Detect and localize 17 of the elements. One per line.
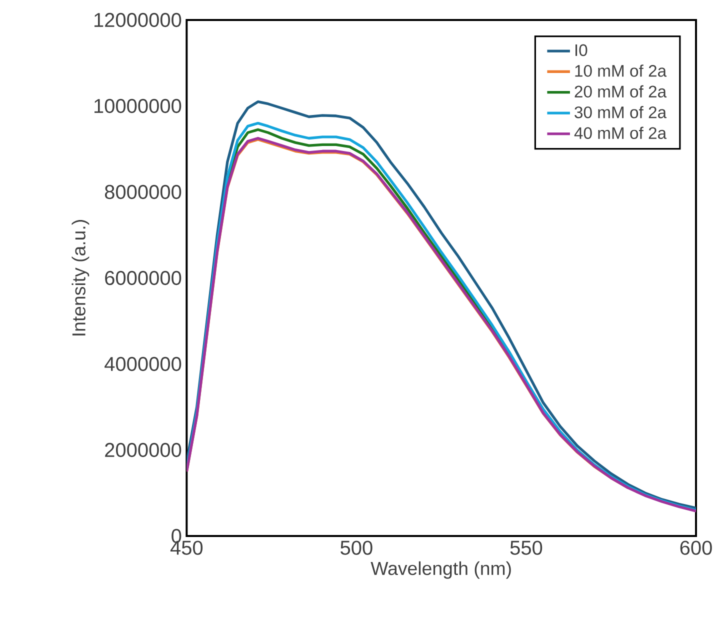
y-axis-title: Intensity (a.u.) [72, 220, 90, 336]
x-tick-label: 600 [680, 540, 712, 555]
legend-label: 40 mM of 2a [574, 126, 667, 139]
x-tick-label: 500 [340, 540, 372, 555]
legend-label: 20 mM of 2a [574, 85, 667, 98]
y-tick-label: 6000000 [105, 270, 182, 286]
x-axis-title: Wavelength (nm) [370, 561, 511, 579]
y-tick-label: 10000000 [94, 98, 182, 114]
x-tick-label: 550 [510, 540, 542, 555]
legend-label: I0 [576, 44, 588, 56]
legend-label: 30 mM of 2a [574, 106, 667, 118]
y-tick-label: 8000000 [104, 184, 182, 200]
y-tick-label: 2000000 [105, 442, 182, 458]
legend-label: 10 mM of 2a [575, 64, 667, 77]
y-tick-label: 4000000 [104, 356, 182, 372]
y-tick-label: 12000000 [94, 12, 182, 28]
x-tick-label: 450 [170, 540, 203, 555]
